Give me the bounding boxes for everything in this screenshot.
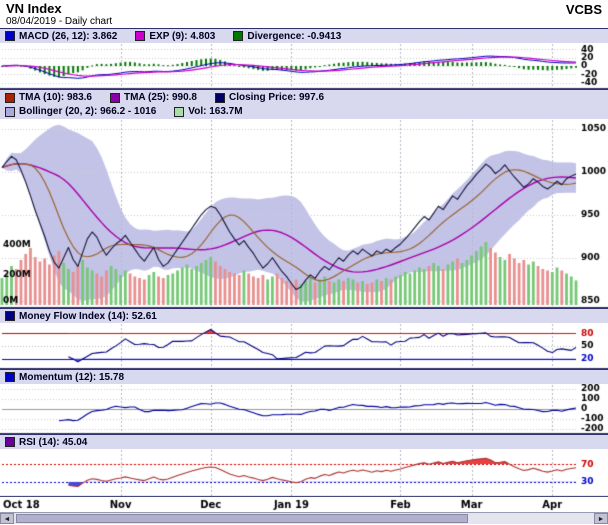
price-chart <box>0 119 608 308</box>
rsi-label: RSI (14): 45.04 <box>19 436 88 448</box>
rsi-swatch-icon <box>5 437 15 447</box>
volume-swatch-icon <box>174 106 185 117</box>
x-axis-labels <box>0 497 608 512</box>
brand-logo: VCBS <box>565 2 602 17</box>
time-scrollbar[interactable]: ◄ ► <box>0 512 608 524</box>
macd-legend-item: MACD (26, 12): 3.862 <box>5 31 117 42</box>
chart-date-label: 08/04/2019 - Daily chart <box>6 16 113 27</box>
price-legend-row-1: TMA (10): 983.6 TMA (25): 990.8 Closing … <box>0 91 608 105</box>
scrollbar-thumb[interactable] <box>16 514 469 523</box>
mfi-swatch-icon <box>5 311 15 321</box>
rsi-legend-item: RSI (14): 45.04 <box>5 437 87 448</box>
macd-legend: MACD (26, 12): 3.862 EXP (9): 4.803 Dive… <box>0 28 608 43</box>
mfi-chart <box>0 323 608 369</box>
mfi-label: Money Flow Index (14): 52.61 <box>19 310 157 322</box>
momentum-legend: Momentum (12): 15.78 <box>0 369 608 384</box>
scroll-left-button[interactable]: ◄ <box>0 513 14 524</box>
tma25-label: TMA (25): 990.8 <box>123 92 197 103</box>
divergence-swatch-icon <box>233 31 244 41</box>
rsi-chart <box>0 449 608 497</box>
momentum-chart <box>0 384 608 434</box>
macd-chart <box>0 43 608 89</box>
tma10-legend-item: TMA (10): 983.6 <box>5 92 92 103</box>
macd-legend-row: MACD (26, 12): 3.862 EXP (9): 4.803 Dive… <box>0 29 608 43</box>
macd-swatch-icon <box>5 31 15 41</box>
divergence-label: Divergence: -0.9413 <box>247 30 342 42</box>
page-title: VN Index <box>6 1 62 16</box>
closing-price-label: Closing Price: 997.6 <box>228 92 325 103</box>
rsi-legend-row: RSI (14): 45.04 <box>0 435 608 449</box>
momentum-legend-item: Momentum (12): 15.78 <box>5 372 124 383</box>
momentum-swatch-icon <box>5 372 15 382</box>
exp-legend-item: EXP (9): 4.803 <box>135 31 215 42</box>
mfi-legend-item: Money Flow Index (14): 52.61 <box>5 311 157 322</box>
closing-price-swatch-icon <box>214 92 225 103</box>
tma10-label: TMA (10): 983.6 <box>19 92 92 103</box>
price-legend-row-2: Bollinger (20, 2): 966.2 - 1016 Vol: 163… <box>0 105 608 119</box>
divergence-legend-item: Divergence: -0.9413 <box>233 31 341 42</box>
bollinger-label: Bollinger (20, 2): 966.2 - 1016 <box>19 106 157 117</box>
bollinger-swatch-icon <box>5 106 15 117</box>
rsi-legend: RSI (14): 45.04 <box>0 434 608 449</box>
bollinger-legend-item: Bollinger (20, 2): 966.2 - 1016 <box>5 106 156 117</box>
tma25-swatch-icon <box>109 92 120 103</box>
closing-price-legend-item: Closing Price: 997.6 <box>214 92 325 103</box>
exp-label: EXP (9): 4.803 <box>149 30 216 42</box>
mfi-legend-row: Money Flow Index (14): 52.61 <box>0 309 608 323</box>
header-left: VN Index 08/04/2019 - Daily chart <box>6 1 113 28</box>
macd-label: MACD (26, 12): 3.862 <box>19 30 118 42</box>
momentum-label: Momentum (12): 15.78 <box>19 371 125 383</box>
chart-header: VN Index 08/04/2019 - Daily chart VCBS <box>0 0 608 28</box>
scrollbar-track[interactable] <box>14 513 594 524</box>
volume-legend-item: Vol: 163.7M <box>174 106 243 117</box>
scroll-right-button[interactable]: ► <box>594 513 608 524</box>
tma25-legend-item: TMA (25): 990.8 <box>109 92 197 103</box>
momentum-legend-row: Momentum (12): 15.78 <box>0 370 608 384</box>
volume-label: Vol: 163.7M <box>188 106 243 117</box>
tma10-swatch-icon <box>5 92 15 103</box>
price-chart-legend: TMA (10): 983.6 TMA (25): 990.8 Closing … <box>0 89 608 119</box>
exp-swatch-icon <box>135 31 146 41</box>
mfi-legend: Money Flow Index (14): 52.61 <box>0 308 608 323</box>
